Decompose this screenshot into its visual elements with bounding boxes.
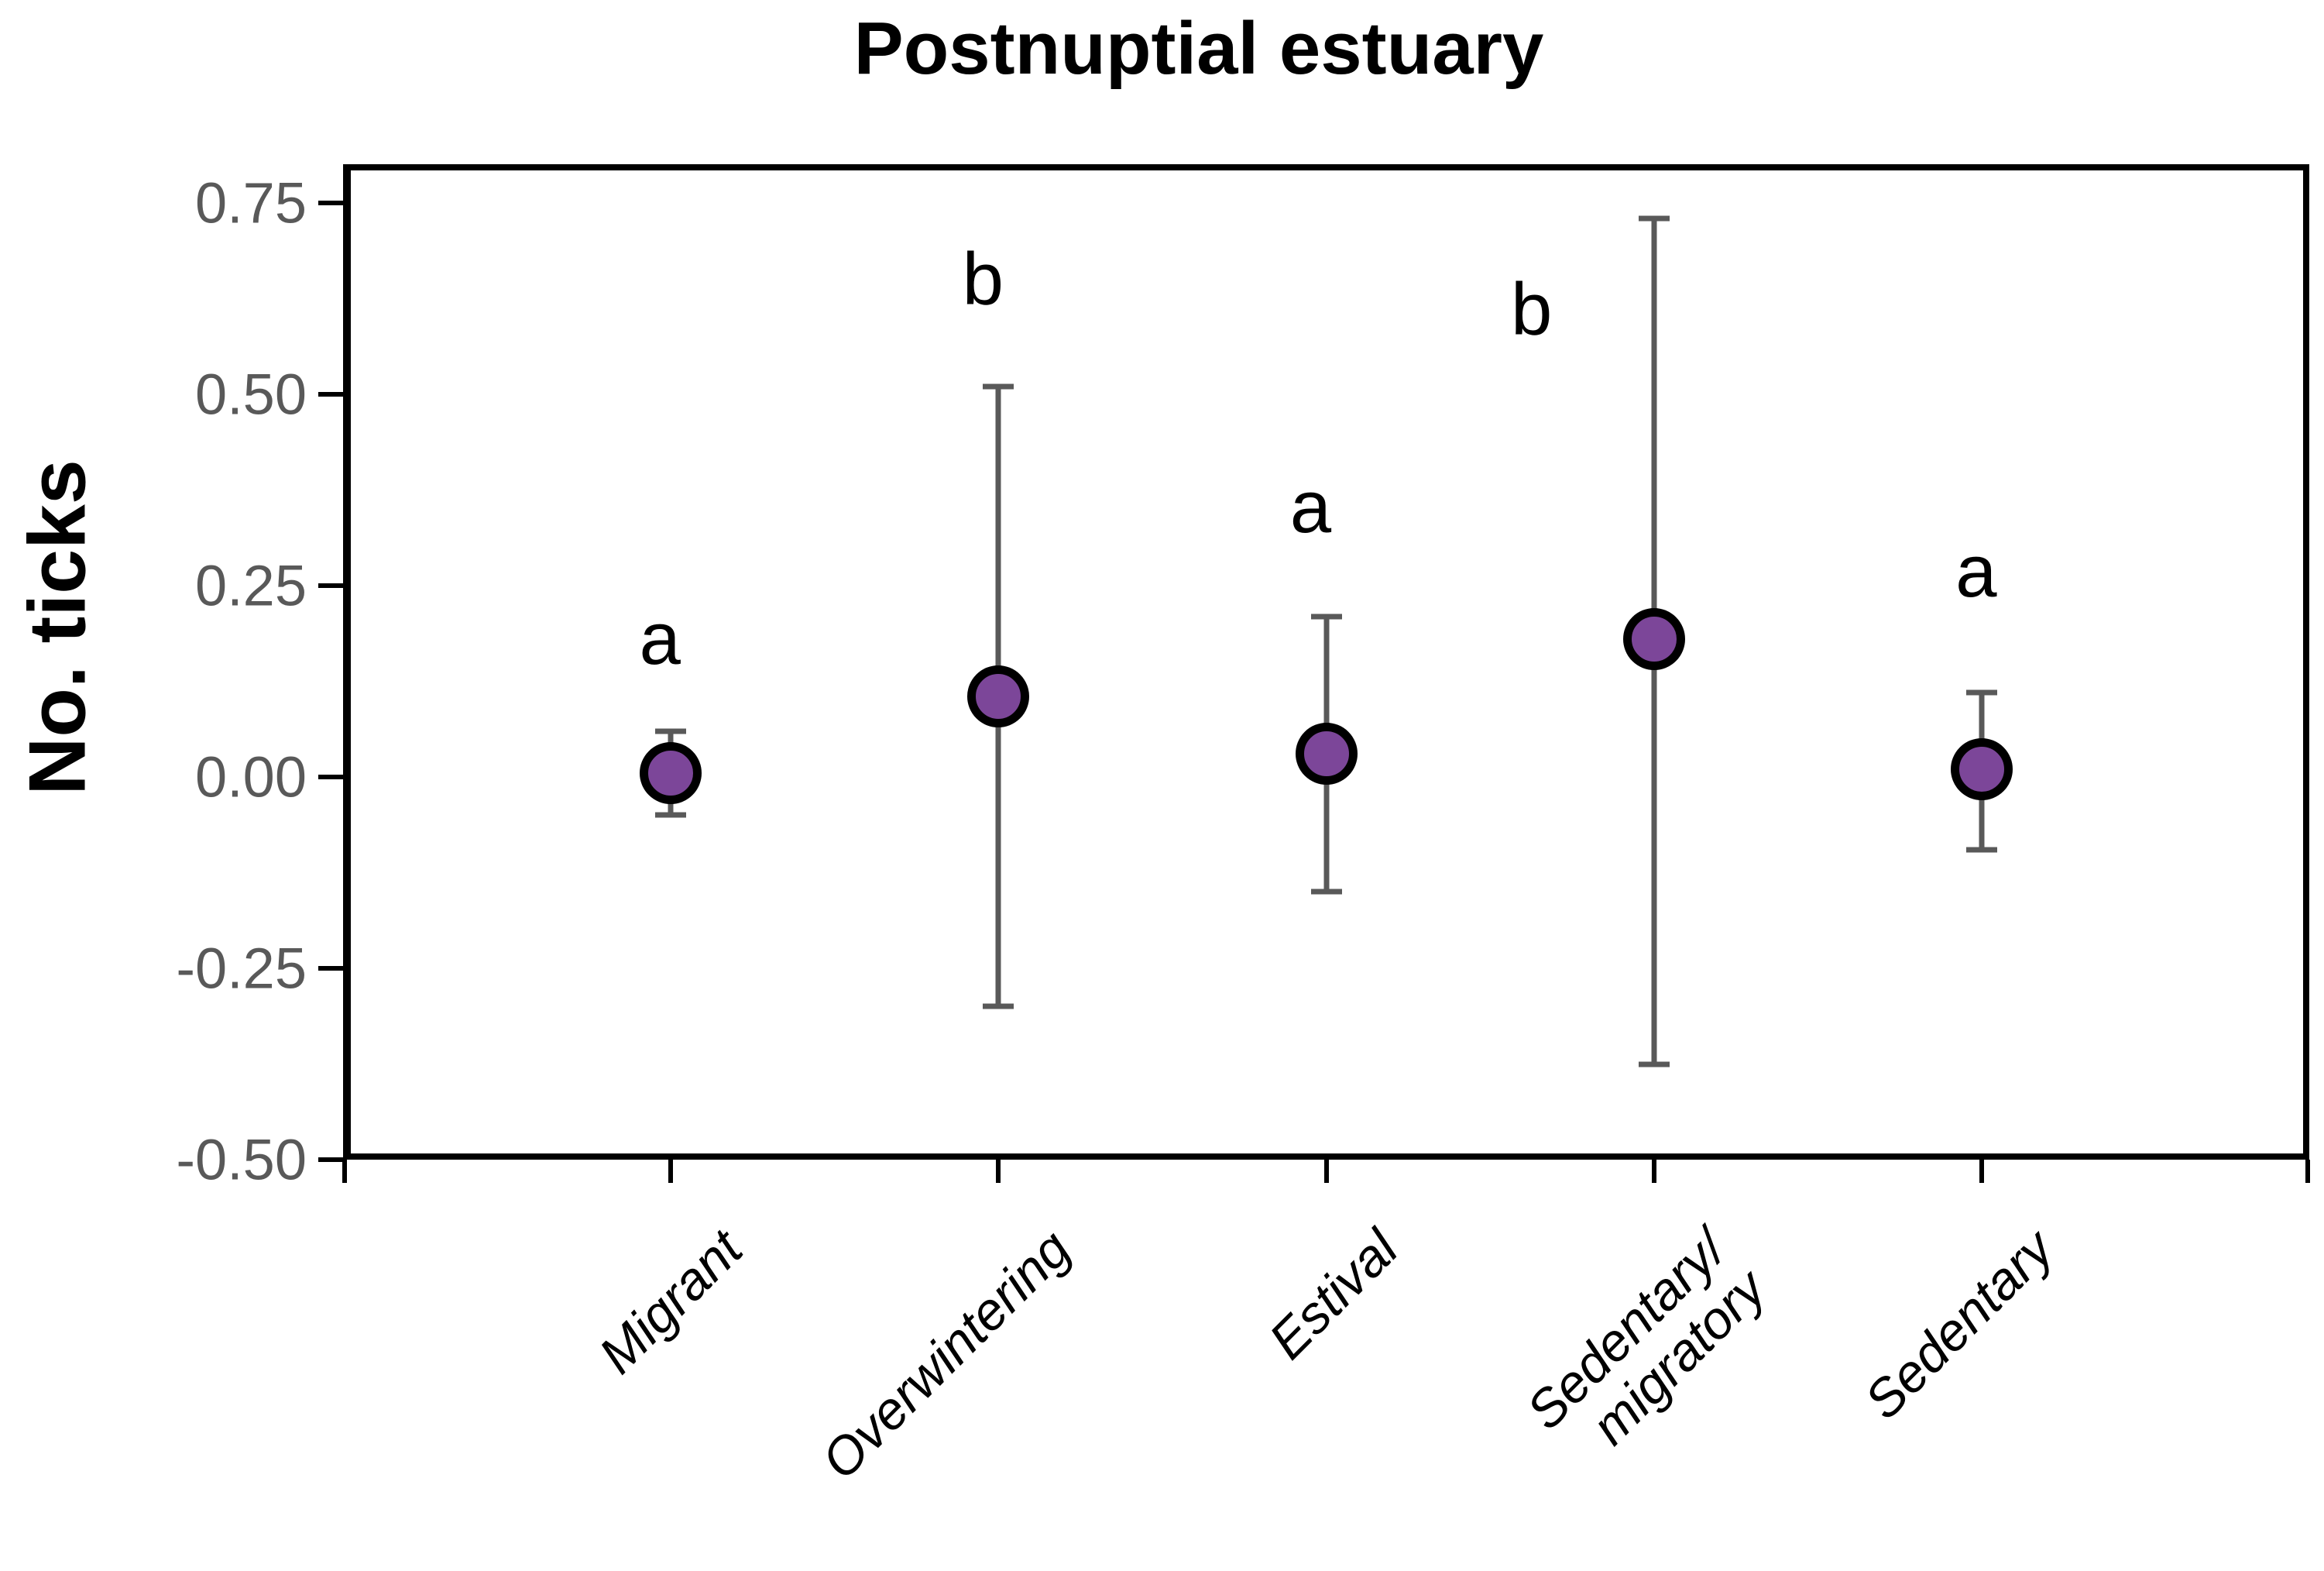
y-tick-label: 0.25 [194, 553, 307, 618]
y-tick [318, 201, 343, 205]
y-tick-label: 0.50 [194, 362, 307, 427]
y-tick-label: -0.50 [176, 1127, 307, 1192]
data-point-marker [967, 665, 1030, 728]
error-bar-cap-bottom [983, 1003, 1014, 1009]
significance-letter: a [639, 597, 681, 681]
x-tick [342, 1160, 347, 1183]
chart-title: Postnuptial estuary [853, 7, 1544, 90]
x-tick [1979, 1160, 1984, 1183]
y-tick [318, 583, 343, 588]
y-tick [318, 966, 343, 971]
x-category-label: Migrant [588, 1219, 754, 1385]
y-tick-label: -0.25 [176, 936, 307, 1001]
error-bar-cap-bottom [655, 812, 687, 818]
significance-letter: b [1510, 268, 1553, 352]
error-bar-cap-top [1638, 215, 1670, 222]
y-axis-label: No. ticks [12, 459, 103, 796]
data-point-marker [1295, 723, 1358, 786]
y-tick [318, 392, 343, 397]
data-point-marker [1622, 608, 1685, 671]
error-bar-cap-top [1965, 689, 1997, 696]
x-category-label: Sedentary/ migratory [1515, 1219, 1777, 1456]
error-bar-cap-bottom [1638, 1061, 1670, 1067]
error-bar-cap-top [655, 728, 687, 734]
data-point-marker [640, 742, 702, 805]
error-bar-cap-bottom [1310, 889, 1342, 895]
significance-letter: b [962, 237, 1004, 321]
error-bar-cap-bottom [1965, 847, 1997, 853]
y-tick-label: 0.75 [194, 170, 307, 235]
error-bar-cap-top [983, 383, 1014, 390]
x-tick [668, 1160, 674, 1183]
y-tick [318, 1157, 343, 1162]
x-tick [996, 1160, 1001, 1183]
significance-letter: a [1289, 466, 1332, 549]
x-tick [2305, 1160, 2310, 1183]
x-tick [1323, 1160, 1329, 1183]
data-point-marker [1950, 738, 2013, 801]
y-tick [318, 775, 343, 779]
error-bar-cap-top [1310, 614, 1342, 620]
x-category-label: Estival [1258, 1219, 1409, 1370]
x-category-label: Sedentary [1853, 1219, 2065, 1431]
x-category-label: Overwintering [810, 1219, 1082, 1490]
y-tick-label: 0.00 [194, 744, 307, 810]
x-tick [1651, 1160, 1656, 1183]
significance-letter: a [1955, 530, 1997, 614]
